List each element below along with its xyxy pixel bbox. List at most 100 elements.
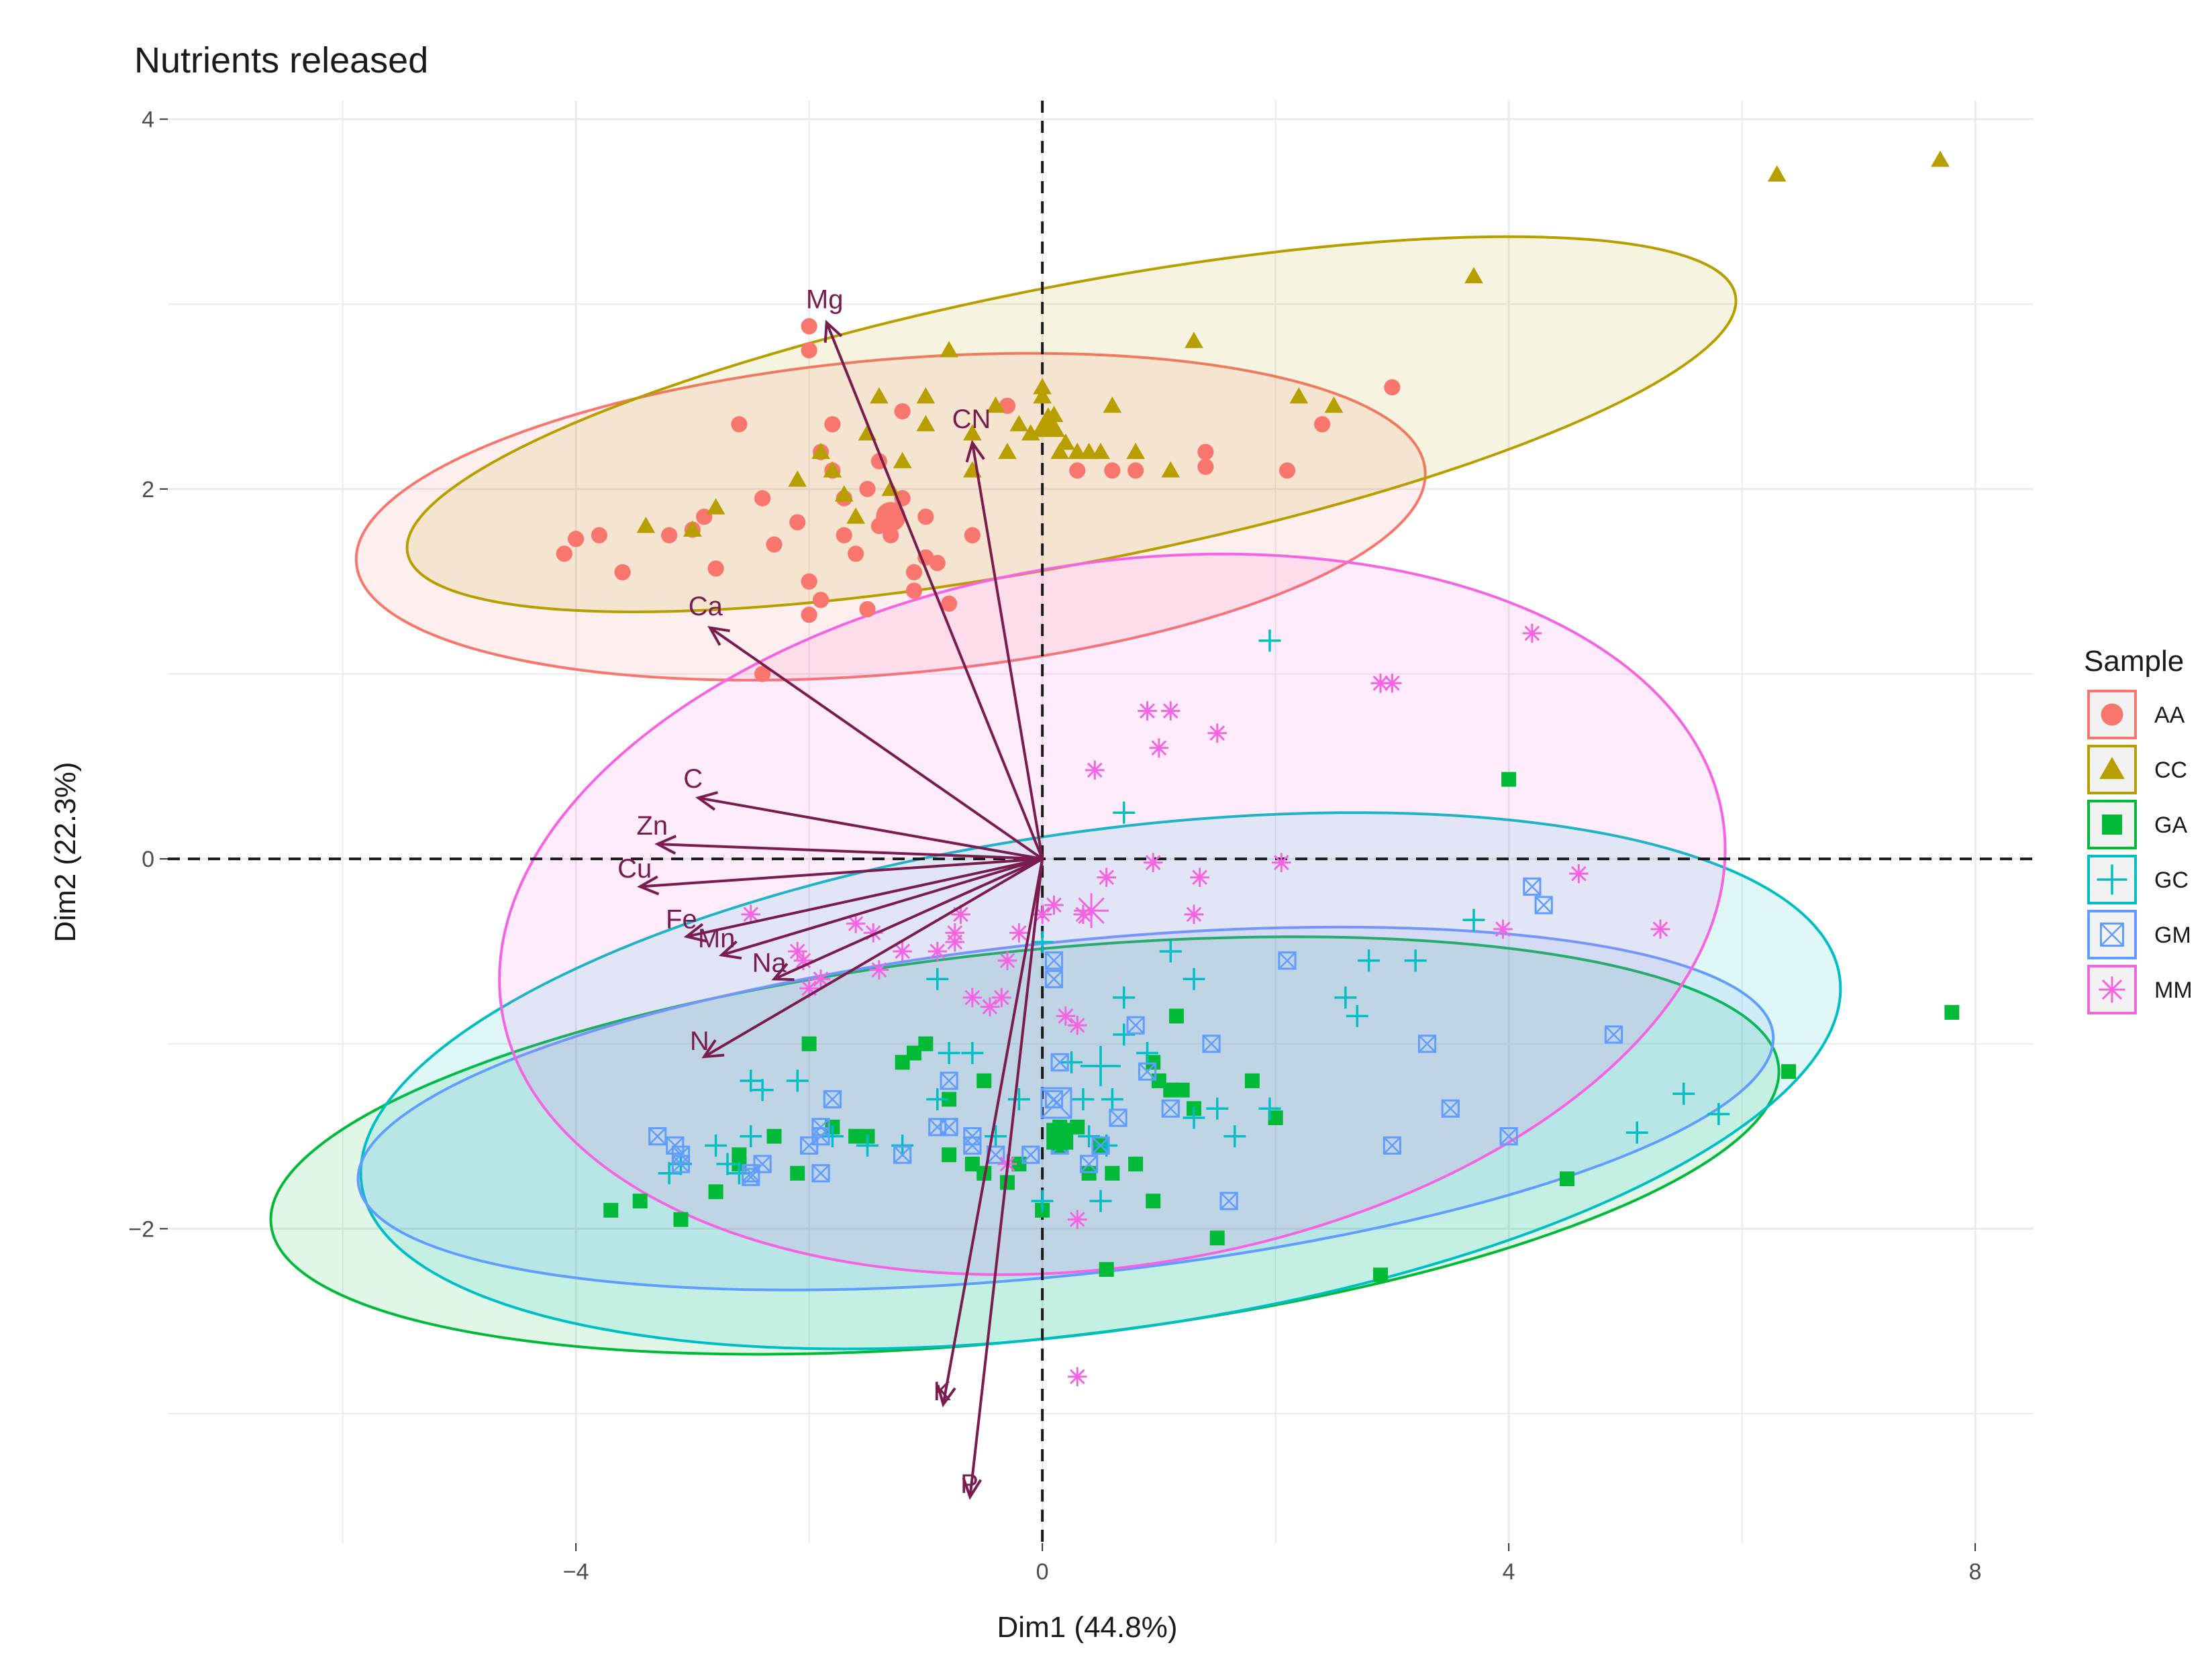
point-ga [1781,1064,1797,1080]
legend-key-symbol [2100,923,2124,947]
point-gm [1523,877,1542,896]
point-gc [1078,1125,1101,1148]
point-ga [603,1202,619,1218]
point-gm [1534,896,1553,914]
point-gm-d2 [1203,1035,1221,1053]
point-ga [1501,772,1517,787]
point-ga [1128,1156,1144,1171]
point-mm-a4 [1524,625,1540,641]
point-ga [1174,1082,1190,1098]
point-mm-a4 [1069,1369,1085,1385]
point-gm-box [1383,1136,1401,1155]
center-mm-a4 [1078,897,1105,925]
point-mm-a4 [1273,855,1289,870]
vector-mg: Mg [806,284,1044,859]
vector-arrowhead [701,1039,725,1059]
confidence-ellipses [269,235,1842,1356]
point-cc [893,452,912,468]
vector-na: Na [752,857,1043,982]
point-aa [591,527,607,543]
point-mm-a4 [1069,1212,1085,1227]
point-mm [1160,701,1181,721]
point-aa [905,582,923,599]
point-mm-a4 [1571,865,1587,882]
point-gm [811,1164,830,1183]
point-gc [1358,949,1381,972]
legend-item-aa: AA [2087,690,2185,739]
point-mm [1143,853,1163,872]
legend-item-cc: CC [2087,745,2187,794]
point-gm-box [1441,1099,1460,1118]
vector-zn: Zn [636,811,1043,861]
point-gm-box [1126,1016,1145,1035]
point-gm-d2 [1535,896,1553,914]
point-cc [683,520,702,537]
point-gm [1202,1035,1221,1053]
point-mm [1073,904,1093,925]
point-gc [716,1153,739,1175]
x-tick-label: −4 [563,1559,589,1585]
point-mm-a4 [789,943,805,959]
point-gc [1007,1088,1030,1110]
point-mm-a4 [1495,921,1511,937]
point-gm-d2 [1162,1100,1180,1118]
center-ga [1046,1122,1074,1150]
point-mm [811,969,831,989]
legend-key-symbol [2099,976,2125,1003]
point-mm [945,923,965,943]
point-gm-d2 [940,1118,958,1136]
point-cc [986,396,1005,413]
legend-item-gm: GM [2087,910,2191,959]
point-gm-d2 [812,1127,830,1145]
point-gm [1138,1062,1157,1081]
vector-arrowhead [718,940,742,960]
point-mm [1190,868,1209,887]
point-ga [848,1128,864,1144]
point-ga [1070,1119,1085,1135]
point-gm-d2 [672,1146,690,1164]
vector-arrowhead [695,791,718,811]
point-ga [673,1212,689,1227]
point-cc [1050,442,1070,460]
point-gm-d2 [754,1155,772,1173]
point-aa [707,560,724,577]
point-cc [1103,396,1122,413]
point-mm-a4 [1140,703,1155,719]
point-gm-box [742,1167,760,1186]
point-gm [963,1136,982,1155]
data-points [556,150,1960,1387]
x-tick-label: 4 [1503,1559,1515,1585]
point-aa [754,490,771,507]
point-gc [1223,1125,1246,1148]
point-ga [1099,1262,1114,1277]
point-gm [1219,1192,1238,1210]
point-gc [1060,1051,1083,1073]
point-aa [754,666,771,682]
ellipse-mm [498,552,1727,1276]
point-aa [614,564,631,580]
point-cc [1009,415,1029,431]
vector-cn: CN [952,405,1044,859]
point-aa [568,531,585,547]
vector-arrowhead [637,875,660,896]
point-gm [1044,1090,1064,1109]
point-mm-a4 [813,971,829,987]
point-gm-box [1604,1025,1623,1044]
group-centers [876,407,1121,1150]
point-cc [1161,461,1181,478]
point-gm-box [671,1155,691,1173]
legend: Sample AA CC GA GC GM MM [2084,645,2193,1014]
legend-key-symbol-d2 [2100,923,2124,947]
point-mm [869,960,889,980]
legend-label: GM [2154,923,2191,948]
point-mm [1085,760,1105,780]
vector-label: Fe [666,905,697,935]
point-cc [1289,387,1309,404]
chart-title: Nutrients released [134,40,428,81]
point-gc [1031,931,1054,953]
point-gm [1499,1126,1518,1146]
point-cc [1068,442,1087,460]
vector-shaft [686,857,1043,938]
